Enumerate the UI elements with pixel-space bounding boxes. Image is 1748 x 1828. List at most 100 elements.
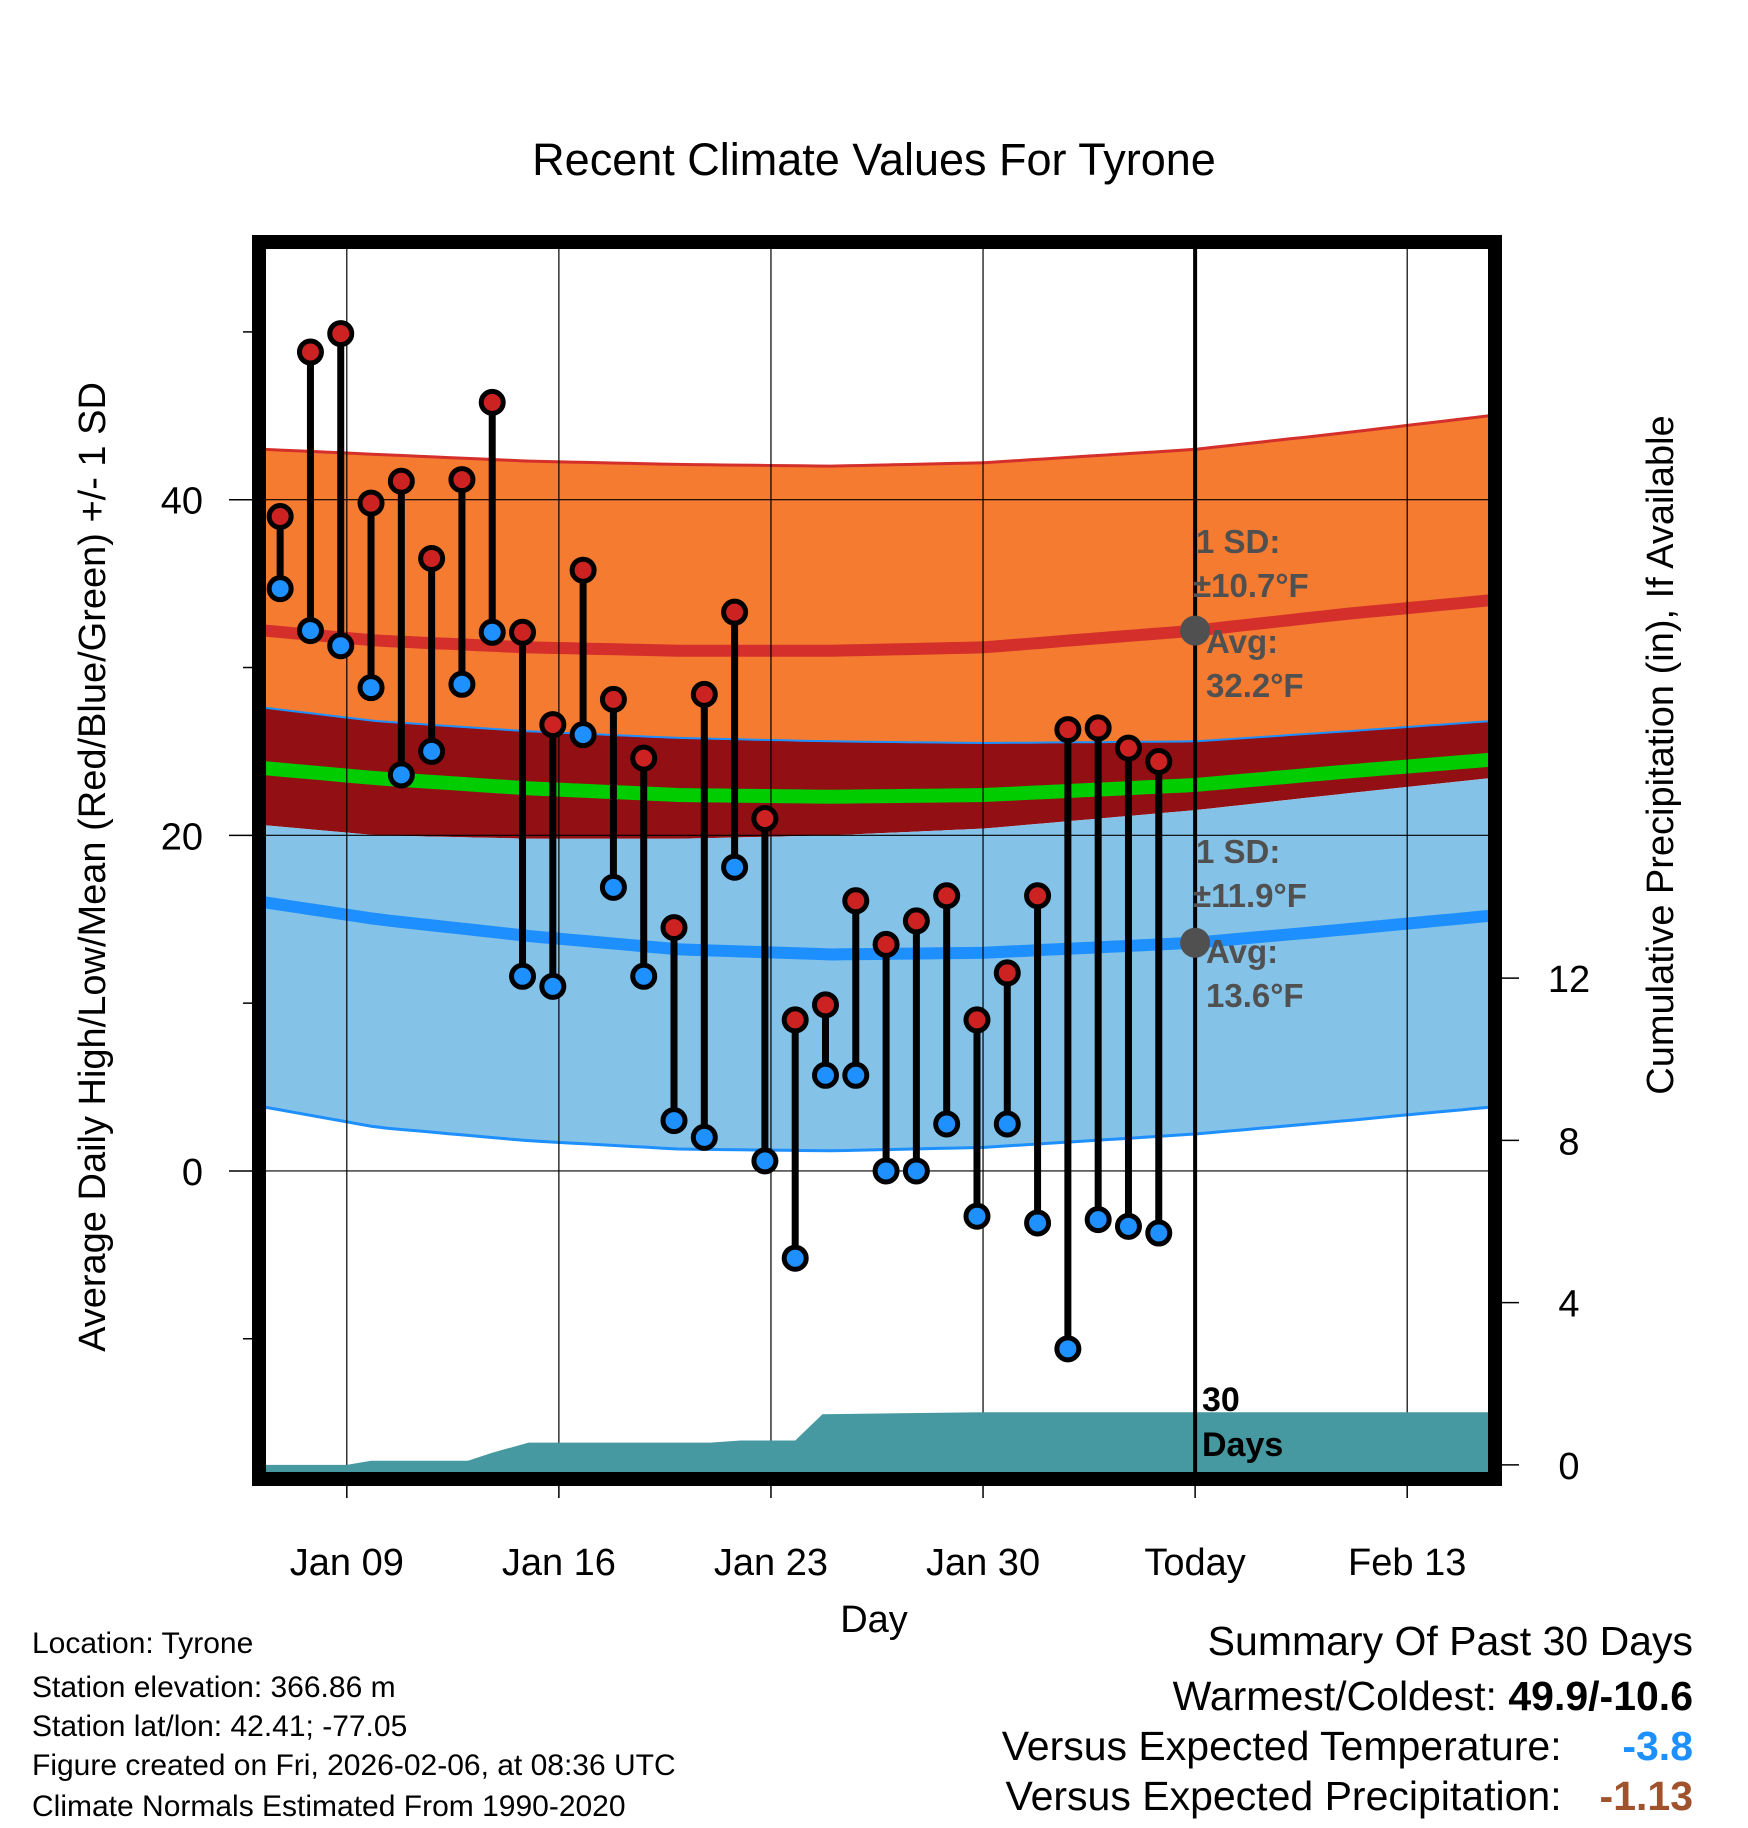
high-point bbox=[933, 882, 961, 910]
low-point bbox=[630, 962, 658, 990]
high-point bbox=[1054, 716, 1082, 744]
x-tick-label: Feb 13 bbox=[1348, 1542, 1466, 1584]
y2-tick-label: 8 bbox=[1558, 1121, 1579, 1163]
high-sd-value: ±10.7°F bbox=[1193, 567, 1309, 604]
high-point bbox=[1024, 882, 1052, 910]
high-point bbox=[1145, 747, 1173, 775]
low-lower-line bbox=[265, 1105, 1489, 1153]
x-tick-label: Jan 23 bbox=[714, 1542, 828, 1584]
high-point bbox=[599, 685, 627, 713]
y2-tick-label: 4 bbox=[1558, 1284, 1579, 1326]
high-point bbox=[842, 887, 870, 915]
low-point bbox=[478, 618, 506, 646]
temp-value: -3.8 bbox=[1622, 1723, 1693, 1769]
low-point bbox=[509, 962, 537, 990]
daily-range-bars bbox=[276, 333, 1163, 1349]
daily-points bbox=[266, 320, 1173, 1363]
low-point bbox=[1145, 1219, 1173, 1247]
low-point bbox=[1054, 1335, 1082, 1363]
high-point bbox=[569, 556, 597, 584]
high-avg-line bbox=[265, 594, 1489, 657]
high-avg-value: 32.2°F bbox=[1206, 667, 1304, 704]
days-word: Days bbox=[1202, 1426, 1283, 1464]
high-point bbox=[357, 489, 385, 517]
high-point bbox=[539, 711, 567, 739]
high-upper-line bbox=[265, 414, 1489, 468]
high-point bbox=[327, 320, 355, 348]
y2-axis-label: Cumulative Precipitation (in), If Availa… bbox=[1640, 415, 1682, 1094]
low-point bbox=[327, 632, 355, 660]
low-point bbox=[418, 737, 446, 765]
summary-temp: Versus Expected Temperature: -3.8 bbox=[1002, 1724, 1693, 1768]
low-annotation: 1 SD: ±11.9°F Avg: 13.6°F bbox=[1193, 833, 1307, 1014]
low-point bbox=[1114, 1212, 1142, 1240]
y2-tick-label: 0 bbox=[1558, 1446, 1579, 1488]
x-axis-label: Day bbox=[840, 1599, 908, 1641]
plot-frame bbox=[252, 235, 1502, 1486]
high-sd-band bbox=[265, 415, 1489, 743]
x-axis: Jan 09 Jan 16 Jan 23 Jan 30 Today Feb 13 bbox=[290, 1480, 1466, 1584]
high-point bbox=[781, 1006, 809, 1034]
x-tick-label: Jan 30 bbox=[926, 1542, 1040, 1584]
footer-elevation: Station elevation: 366.86 m bbox=[32, 1671, 396, 1704]
low-point bbox=[811, 1061, 839, 1089]
footer-location: Location: Tyrone bbox=[32, 1627, 254, 1660]
low-avg-title: Avg: bbox=[1206, 933, 1278, 970]
y-axis-label: Average Daily High/Low/Mean (Red/Blue/Gr… bbox=[72, 382, 114, 1352]
low-point bbox=[842, 1061, 870, 1089]
high-point bbox=[266, 502, 294, 530]
high-point bbox=[751, 805, 779, 833]
high-point bbox=[660, 914, 688, 942]
high-point bbox=[690, 680, 718, 708]
low-sd-value: ±11.9°F bbox=[1193, 877, 1307, 914]
high-point bbox=[387, 467, 415, 495]
low-point bbox=[357, 674, 385, 702]
days-count: 30 bbox=[1202, 1381, 1240, 1419]
low-point bbox=[296, 617, 324, 645]
high-point bbox=[721, 598, 749, 626]
footer-normals: Climate Normals Estimated From 1990-2020 bbox=[32, 1790, 626, 1823]
low-point bbox=[1084, 1206, 1112, 1234]
precip-area bbox=[265, 1412, 1489, 1473]
low-avg-value: 13.6°F bbox=[1206, 977, 1304, 1014]
low-point bbox=[387, 761, 415, 789]
chart-title: Recent Climate Values For Tyrone bbox=[532, 134, 1216, 185]
high-point bbox=[478, 388, 506, 416]
low-point bbox=[751, 1147, 779, 1175]
plot-area bbox=[265, 248, 1489, 1473]
temp-label: Versus Expected Temperature: bbox=[1001, 1723, 1562, 1769]
precip-layer bbox=[265, 1412, 1489, 1473]
high-point bbox=[872, 930, 900, 958]
summary-title: Summary Of Past 30 Days bbox=[1207, 1618, 1693, 1664]
y-tick-label: 0 bbox=[182, 1152, 203, 1194]
low-point bbox=[902, 1157, 930, 1185]
precip-label: Versus Expected Precipitation: bbox=[1005, 1773, 1562, 1819]
low-point bbox=[933, 1110, 961, 1138]
x-tick-label: Today bbox=[1144, 1542, 1245, 1584]
low-point bbox=[539, 972, 567, 1000]
summary-precip: Versus Expected Precipitation: -1.13 bbox=[1006, 1774, 1694, 1818]
low-point bbox=[690, 1123, 718, 1151]
warm-cold-label: Warmest/Coldest: bbox=[1172, 1673, 1497, 1719]
y-tick-label: 40 bbox=[161, 481, 203, 523]
warm-cold-value: 49.9/-10.6 bbox=[1508, 1673, 1693, 1719]
high-avg-marker bbox=[1180, 615, 1211, 646]
high-point bbox=[811, 991, 839, 1019]
x-tick-label: Jan 16 bbox=[502, 1542, 616, 1584]
high-avg-title: Avg: bbox=[1206, 623, 1278, 660]
high-lower-line bbox=[265, 706, 1489, 745]
precip-value: -1.13 bbox=[1599, 1773, 1693, 1819]
high-sd-title: 1 SD: bbox=[1196, 523, 1280, 560]
low-point bbox=[660, 1107, 688, 1135]
summary-warm-cold: Warmest/Coldest: 49.9/-10.6 bbox=[1173, 1674, 1693, 1718]
high-point bbox=[296, 338, 324, 366]
high-point bbox=[509, 618, 537, 646]
low-point bbox=[599, 873, 627, 901]
high-annotation: 1 SD: ±10.7°F Avg: 32.2°F bbox=[1193, 523, 1309, 704]
normal-bands bbox=[265, 414, 1489, 1153]
high-point bbox=[448, 466, 476, 494]
low-point bbox=[1024, 1209, 1052, 1237]
high-point bbox=[993, 959, 1021, 987]
footer-latlon: Station lat/lon: 42.41; -77.05 bbox=[32, 1710, 408, 1743]
